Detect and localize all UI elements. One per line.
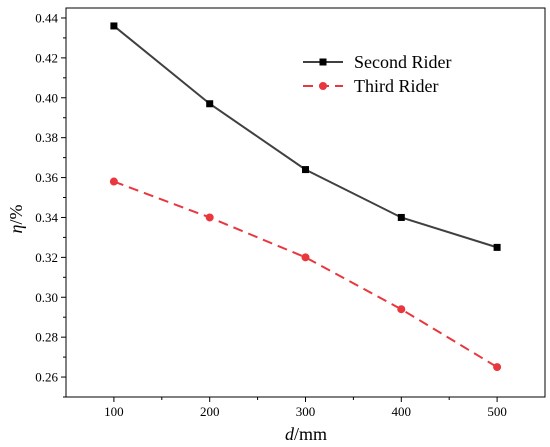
- legend: Second Rider Third Rider: [303, 52, 451, 96]
- data-point: [301, 253, 310, 262]
- legend-marker: [319, 82, 327, 90]
- y-tick-label: 0.26: [35, 370, 58, 385]
- plot-area: 100 200 300 400 500 0.26 0.28 0.30 0.32 0.34 0.36 0…: [35, 7, 546, 419]
- data-point: [493, 363, 502, 372]
- y-tick-label: 0.44: [35, 10, 58, 25]
- data-point: [205, 213, 214, 222]
- x-tick-label: 100: [104, 404, 124, 419]
- data-point: [110, 22, 118, 30]
- y-tick-label: 0.28: [35, 330, 58, 345]
- series-line: [113, 180, 498, 368]
- legend-marker: [319, 58, 327, 66]
- y-tick-label: 0.30: [35, 290, 58, 305]
- legend-label: Second Rider: [354, 52, 451, 72]
- series-2: [109, 177, 502, 372]
- x-tick-label: 300: [296, 404, 316, 419]
- y-axis-title: η/%: [6, 205, 26, 234]
- data-point: [206, 100, 214, 108]
- x-tick-label: 400: [392, 404, 412, 419]
- y-tick-label: 0.42: [35, 50, 58, 65]
- x-tick-label: 500: [487, 404, 507, 419]
- y-tick-label: 0.40: [35, 90, 58, 105]
- y-tick-label: 0.32: [35, 250, 58, 265]
- y-tick-label: 0.38: [35, 130, 58, 145]
- data-point: [302, 166, 309, 174]
- legend-label: Third Rider: [354, 76, 438, 96]
- data-point: [397, 213, 405, 221]
- x-tick-label: 200: [200, 404, 220, 419]
- data-point: [397, 305, 406, 314]
- series-1: [110, 22, 501, 251]
- data-point: [493, 243, 501, 251]
- y-tick-label: 0.34: [35, 210, 58, 225]
- data-point: [109, 177, 118, 186]
- plot-frame: [65, 7, 546, 398]
- y-tick-label: 0.36: [35, 170, 58, 185]
- x-axis-title: d/mm: [285, 424, 327, 444]
